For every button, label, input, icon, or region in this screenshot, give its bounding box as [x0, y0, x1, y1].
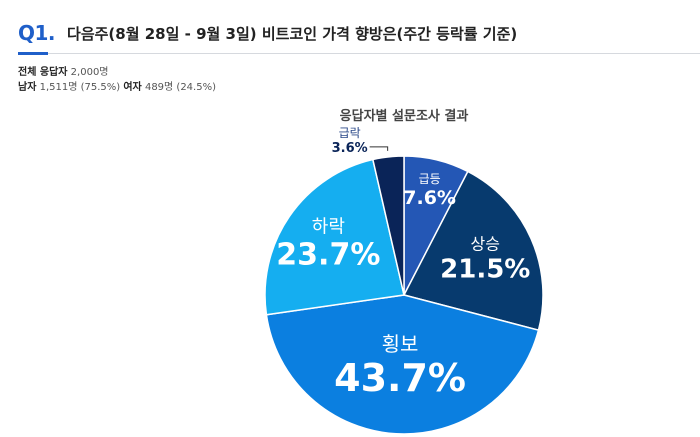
female-value: 489명 (24.5%): [144, 82, 216, 93]
total-label: 전체 응답자: [18, 67, 68, 78]
slice-label-횡보: 횡보: [382, 332, 419, 356]
pie-slices: [264, 155, 544, 435]
leader-line-급락: [369, 146, 389, 151]
respondent-info: 전체 응답자 2,000명 남자 1,511명 (75.5%) 여자 489명 …: [18, 65, 216, 95]
slice-label-급등: 급등: [419, 172, 441, 186]
slice-value-횡보: 43.7%: [334, 356, 466, 400]
question-number: Q1.: [18, 21, 56, 45]
question-title: 다음주(8월 28일 - 9월 3일) 비트코인 가격 향방은(주간 등락률 기…: [67, 24, 518, 43]
chart-title: 응답자별 설문조사 결과: [340, 108, 469, 124]
header-accent-rule: [18, 52, 48, 55]
pie-slice-횡보: [265, 294, 540, 435]
total-respondents: 전체 응답자 2,000명: [18, 65, 216, 80]
pie-slice-급락: [371, 155, 405, 296]
total-value: 2,000명: [70, 67, 109, 78]
slice-label-하락: 하락: [312, 217, 345, 238]
question-header: Q1. 다음주(8월 28일 - 9월 3일) 비트코인 가격 향방은(주간 등…: [18, 18, 517, 48]
female-label: 여자: [123, 82, 142, 93]
slice-value-급락: 3.6%: [332, 141, 368, 156]
pie-slice-상승: [402, 170, 544, 332]
gender-respondents: 남자 1,511명 (75.5%) 여자 489명 (24.5%): [18, 80, 216, 95]
slice-label-급락: 급락: [339, 126, 361, 140]
slice-value-급등: 7.6%: [403, 187, 456, 209]
slice-value-상승: 21.5%: [440, 255, 530, 285]
slice-value-하락: 23.7%: [276, 238, 380, 273]
header-divider: [48, 53, 700, 54]
slice-label-상승: 상승: [471, 235, 500, 254]
male-value: 1,511명 (75.5%): [39, 82, 121, 93]
pie-slice-하락: [264, 158, 405, 316]
male-label: 남자: [18, 82, 37, 93]
